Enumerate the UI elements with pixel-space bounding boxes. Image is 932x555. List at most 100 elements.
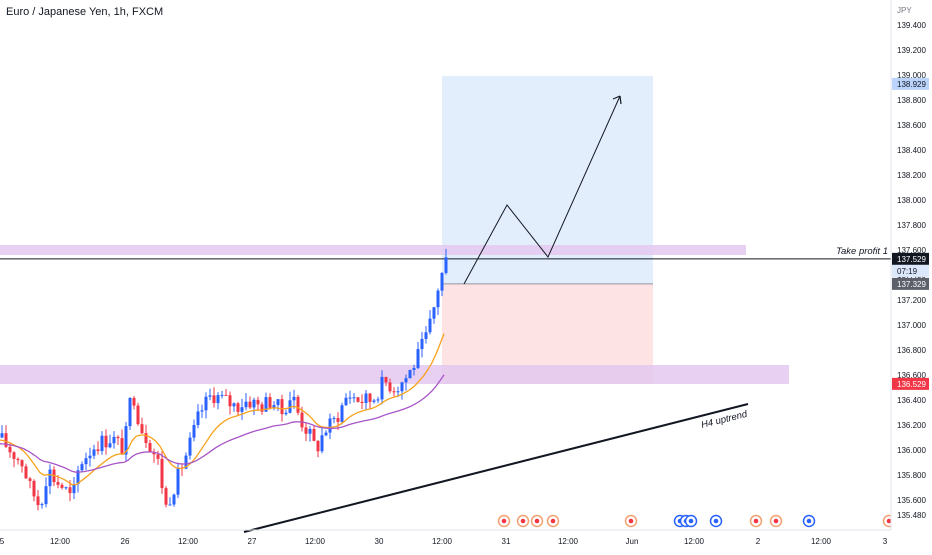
target-price-label: 138.929 — [892, 77, 929, 90]
candle — [32, 479, 36, 502]
candle — [268, 393, 272, 410]
y-tick-label: 136.200 — [897, 421, 926, 430]
candle — [388, 378, 392, 394]
candle — [292, 389, 296, 409]
y-tick-label: 138.400 — [897, 146, 926, 155]
candle — [48, 464, 52, 495]
event-marker-icon[interactable] — [802, 514, 816, 528]
y-tick-label: 136.000 — [897, 446, 926, 455]
event-marker-icon[interactable] — [709, 514, 723, 528]
y-tick-label: 136.800 — [897, 346, 926, 355]
current-price-label: 137.529 — [892, 252, 929, 265]
candle — [316, 440, 320, 458]
candle — [144, 424, 148, 449]
candle — [208, 388, 212, 401]
candle — [108, 434, 112, 449]
y-tick-label: 137.800 — [897, 221, 926, 230]
x-tick-label: 12:00 — [811, 537, 832, 546]
candle — [60, 482, 64, 490]
svg-text:136.529: 136.529 — [897, 380, 926, 389]
candle — [420, 332, 424, 358]
candle — [288, 391, 292, 414]
resistance-zone[interactable] — [0, 245, 746, 255]
candle — [80, 461, 84, 472]
x-tick-label: 12:00 — [558, 537, 579, 546]
x-tick-label: 12:00 — [178, 537, 199, 546]
projection-path[interactable] — [463, 95, 621, 285]
svg-text:138.929: 138.929 — [897, 80, 926, 89]
candle — [384, 376, 388, 387]
y-tick-label: 136.600 — [897, 371, 926, 380]
candle — [416, 341, 420, 370]
countdown-label: 07:19 — [892, 264, 929, 277]
event-marker-icon[interactable] — [546, 514, 560, 528]
candle — [128, 397, 132, 431]
candle — [36, 490, 40, 511]
candle — [168, 497, 172, 506]
ema-slow-line — [0, 374, 445, 473]
candle — [404, 374, 408, 391]
candle — [224, 389, 228, 396]
candle — [276, 399, 280, 412]
candle — [432, 307, 436, 324]
candle — [428, 310, 432, 335]
candle — [368, 393, 372, 410]
event-marker-icon[interactable] — [516, 514, 530, 528]
y-tick-label: 138.600 — [897, 121, 926, 130]
y-tick-label: 137.600 — [897, 246, 926, 255]
time-axis[interactable]: 5 12:00 26 12:00 27 12:00 30 12:00 31 12:00 Jun 12:… — [0, 529, 891, 546]
candle — [132, 395, 136, 410]
candle — [348, 390, 352, 404]
event-marker-icon[interactable] — [497, 514, 511, 528]
candle — [236, 401, 240, 417]
candle — [28, 476, 32, 489]
candle — [344, 393, 348, 406]
trend-line[interactable] — [243, 403, 749, 533]
svg-text:137.529: 137.529 — [897, 255, 926, 264]
candle — [424, 326, 428, 344]
y-tick-label: 139.400 — [897, 21, 926, 30]
x-tick-label: 27 — [248, 537, 257, 546]
candle — [76, 465, 80, 493]
candle — [352, 393, 356, 403]
candle — [436, 288, 440, 316]
x-tick-label: 26 — [121, 537, 130, 546]
event-marker-icon[interactable] — [684, 514, 698, 528]
event-marker-icon[interactable] — [624, 514, 638, 528]
event-marker-icon[interactable] — [530, 514, 544, 528]
y-tick-label: 136.400 — [897, 396, 926, 405]
candle — [204, 392, 208, 419]
candle — [96, 441, 100, 455]
y-tick-label: 138.200 — [897, 171, 926, 180]
x-tick-label: 12:00 — [432, 537, 453, 546]
candle — [408, 369, 412, 379]
ema-fast-line — [0, 333, 445, 486]
currency-label: JPY — [897, 6, 912, 15]
y-tick-label: 139.000 — [897, 71, 926, 80]
candle — [412, 364, 416, 376]
candle — [20, 459, 24, 473]
candle — [340, 402, 344, 425]
candle — [232, 402, 236, 412]
candle — [160, 451, 164, 494]
candle — [336, 412, 340, 430]
candle — [100, 431, 104, 455]
stop-price-label: 136.529 — [892, 377, 929, 390]
candle — [272, 401, 276, 411]
candle — [308, 426, 312, 442]
x-tick-label: 3 — [883, 537, 888, 546]
event-marker-icon[interactable] — [749, 514, 763, 528]
candle — [220, 390, 224, 399]
event-marker-icon[interactable] — [769, 514, 783, 528]
price-axis[interactable]: JPY 139.400 139.200 139.000 138.800 138.600 1… — [890, 0, 932, 550]
svg-text:137.329: 137.329 — [897, 280, 926, 289]
x-tick-label: 2 — [756, 537, 761, 546]
support-zone[interactable] — [0, 365, 789, 384]
candle — [148, 439, 152, 453]
candle — [320, 427, 324, 454]
candle — [444, 248, 448, 275]
candles-layer — [0, 248, 448, 511]
y-tick-label: 139.200 — [897, 46, 926, 55]
